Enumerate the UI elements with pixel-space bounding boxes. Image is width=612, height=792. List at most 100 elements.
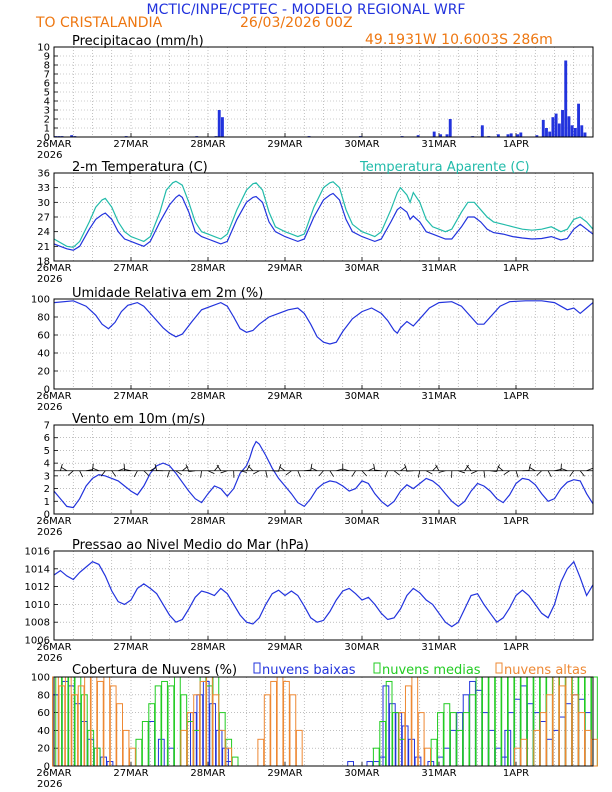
panel-title-pressure: Pressao ao Nivel Medio do Mar (hPa) [72, 538, 309, 553]
cloud-bar-2 [283, 680, 290, 767]
precip-bar [583, 132, 587, 137]
cloud-bar-1 [372, 747, 380, 767]
cloud-bar-0 [481, 712, 489, 767]
y-tick-label: 18 [37, 257, 50, 268]
x-tick-label: 30MAR [344, 768, 379, 779]
x-year-label: 2026 [37, 150, 62, 161]
cloud-bar-1 [571, 676, 579, 767]
y-tick-label: 1006 [25, 636, 50, 647]
wind-arrow [579, 470, 585, 477]
wind-arrow [368, 467, 375, 472]
wind-arrow [67, 470, 74, 476]
x-tick-label: 29MAR [267, 768, 302, 779]
panel-title-wind: Vento em 10m (m/s) [72, 412, 205, 427]
wind-arrow [361, 470, 367, 477]
panel-title-precip: Precipitacao (mm/h) [72, 34, 204, 49]
x-tick-label: 28MAR [190, 768, 225, 779]
wind-arrow [252, 470, 260, 475]
cloud-bar-1 [558, 676, 566, 767]
cloud-bar-1 [488, 676, 496, 767]
precip-bar [439, 134, 443, 137]
cloud-bar-1 [462, 712, 470, 767]
y-tick-label: 3 [44, 471, 50, 482]
x-tick-label: 26MAR [36, 263, 71, 274]
y-tick-label: 100 [31, 295, 50, 306]
legend-high-clouds-swatch [495, 662, 503, 674]
wind-arrow [336, 468, 344, 472]
y-tick-label: 0 [44, 385, 50, 396]
y-tick-label: 40 [37, 349, 50, 360]
wind-arrow [417, 470, 421, 478]
wind-arrow [400, 466, 407, 472]
wind-arrow [111, 470, 117, 477]
precip-bar [554, 113, 558, 137]
y-tick-label: 1008 [25, 618, 50, 629]
wind-arrow [185, 464, 190, 471]
y-tick-label: 2 [44, 115, 50, 126]
x-tick-label: 30MAR [344, 516, 379, 527]
x-tick-label: 26MAR [36, 768, 71, 779]
cloud-bar-1 [494, 676, 502, 767]
precip-bar [557, 123, 561, 137]
x-tick-label: 27MAR [113, 263, 148, 274]
cloud-bar-2 [129, 747, 136, 767]
cloud-bar-0 [526, 703, 534, 767]
wind-arrow [374, 469, 382, 472]
cloud-bar-0 [584, 712, 592, 767]
wind-arrow [154, 463, 158, 471]
wind-arrow [220, 470, 228, 474]
x-tick-label: 27MAR [113, 139, 148, 150]
y-tick-label: 7 [44, 70, 50, 81]
x-tick-label: 27MAR [113, 516, 148, 527]
precip-bar [535, 135, 539, 137]
wind-arrow [285, 470, 292, 476]
y-tick-label: 27 [37, 213, 50, 224]
cloud-bar-1 [533, 676, 541, 767]
x-tick-label: 28MAR [190, 391, 225, 402]
y-tick-label: 20 [37, 744, 50, 755]
x-tick-label: 28MAR [190, 139, 225, 150]
cloud-bar-0 [475, 689, 483, 767]
precip-bar [567, 116, 571, 137]
wind-arrow [188, 470, 196, 473]
cloud-bar-1 [565, 676, 573, 767]
x-tick-label: 30MAR [344, 642, 379, 653]
precip-bar [519, 132, 523, 137]
wind-arrow [373, 463, 376, 471]
header-run: 26/03/2026 00Z [240, 15, 353, 31]
y-tick-label: 6 [44, 79, 50, 90]
wind-arrow [515, 470, 519, 478]
panel-frame [53, 676, 594, 767]
panel-title-temp: 2-m Temperatura (C) [72, 160, 208, 175]
cloud-bar-2 [109, 685, 117, 767]
y-tick-label: 3 [44, 106, 50, 117]
precip-bar [545, 128, 548, 137]
x-tick-label: 28MAR [190, 516, 225, 527]
cloud-bar-1 [173, 676, 181, 767]
wind-arrow [547, 470, 552, 478]
panel-4: 1006 1008 1010 1012 1014 1016 26MAR 27MAR 28MAR 2… [25, 547, 594, 664]
cloud-bar-2 [270, 680, 277, 767]
cloud-bar-1 [167, 685, 175, 767]
cloud-bar-2 [276, 676, 284, 767]
wind-arrow [133, 470, 138, 478]
cloud-bar-2 [539, 712, 547, 767]
cloud-bar-2 [558, 685, 566, 767]
cloud-bar-2 [552, 676, 560, 767]
panel-title-humidity: Umidade Relativa em 2m (%) [72, 286, 263, 301]
y-tick-label: 2 [44, 484, 50, 495]
cloud-bar-2 [257, 738, 265, 767]
x-tick-label: 27MAR [113, 391, 148, 402]
cloud-bar-1 [546, 676, 553, 767]
series-line-0 [53, 440, 594, 509]
precip-bar [448, 119, 452, 137]
cloud-bar-1 [584, 676, 592, 767]
wind-arrow [239, 470, 247, 473]
wind-arrow [318, 470, 324, 477]
wind-arrow [278, 464, 282, 471]
legend-low-clouds-swatch [253, 662, 261, 674]
cloud-bar-0 [148, 721, 156, 767]
precip-bar [564, 60, 568, 137]
cloud-bar-0 [443, 747, 451, 767]
y-tick-label: 9 [44, 52, 50, 63]
